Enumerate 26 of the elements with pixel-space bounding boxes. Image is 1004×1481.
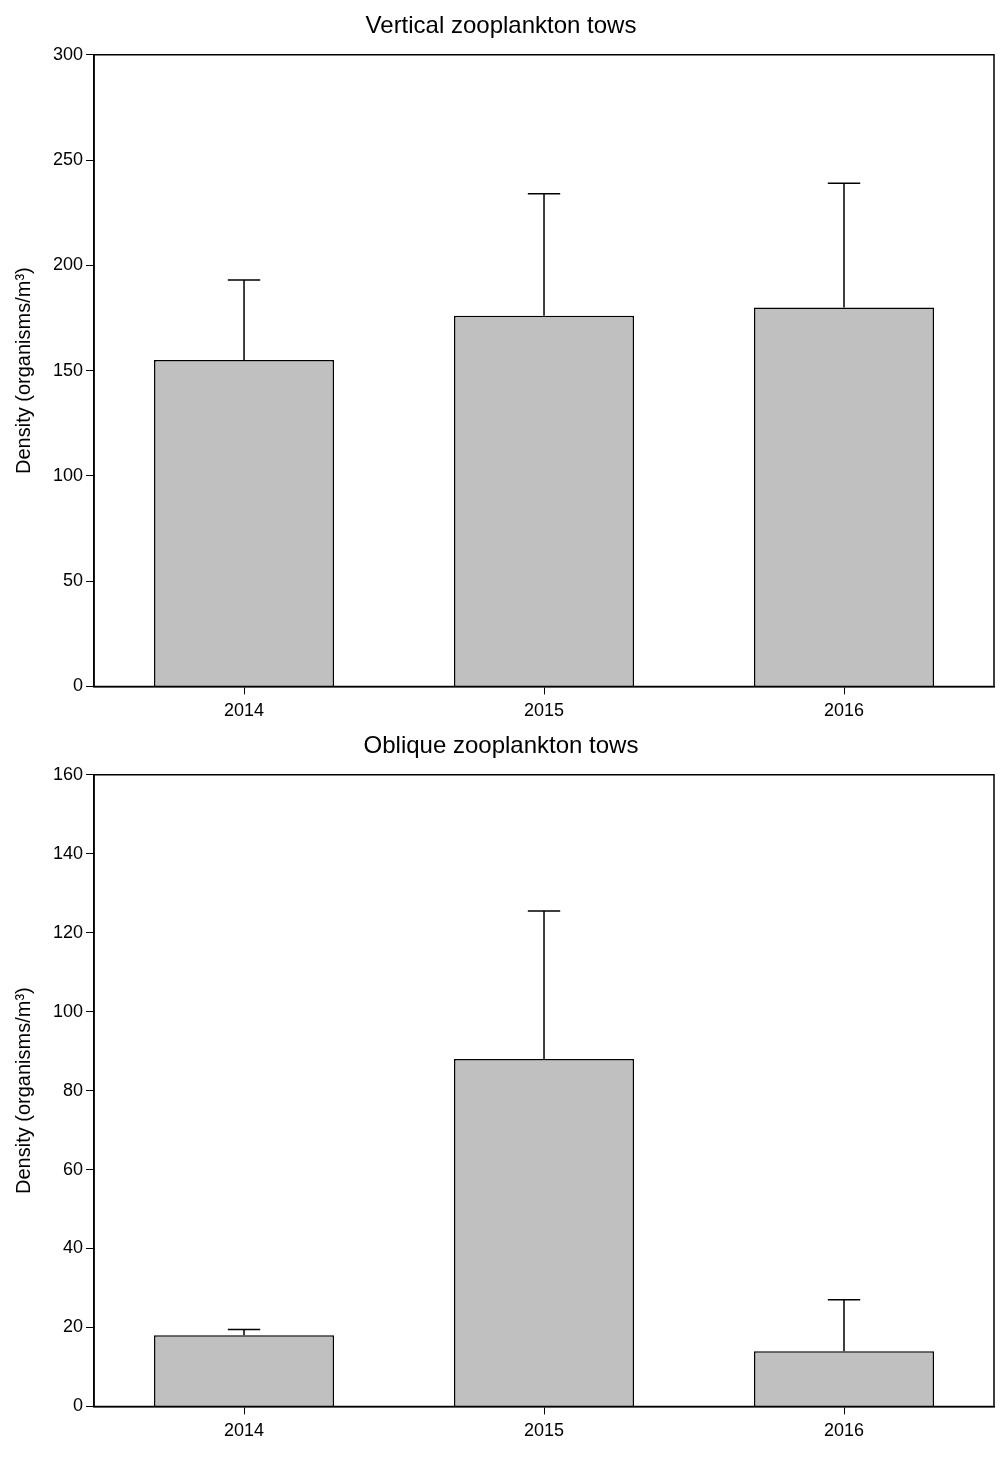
y-axis-title: Density (organisms/m³) (11, 987, 34, 1194)
chart-title: Vertical zooplankton tows (365, 11, 637, 39)
x-tick-label: 2015 (523, 1420, 565, 1441)
y-tick-label: 80 (63, 1079, 84, 1100)
x-tick-label: 2016 (823, 700, 865, 721)
y-tick-label: 0 (73, 1395, 84, 1416)
y-tick-label: 250 (52, 149, 84, 170)
y-tick-label: 160 (52, 763, 84, 784)
y-tick-label: 100 (52, 464, 84, 485)
x-tick-label: 2016 (823, 1420, 865, 1441)
y-axis-title: Density (organisms/m³) (11, 267, 34, 474)
y-tick-label: 100 (52, 1000, 84, 1021)
y-tick-label: 40 (63, 1237, 84, 1258)
chart-title: Oblique zooplankton tows (363, 731, 639, 759)
x-tick-label: 2014 (224, 1420, 265, 1441)
y-tick-label: 120 (52, 921, 84, 942)
y-tick-label: 50 (63, 570, 84, 591)
y-tick-label: 0 (73, 675, 84, 696)
y-tick-label: 60 (63, 1158, 84, 1179)
y-tick-label: 20 (63, 1316, 84, 1337)
x-tick-label: 2014 (224, 700, 265, 721)
y-tick-label: 150 (52, 359, 84, 380)
x-tick-label: 2015 (523, 700, 565, 721)
y-tick-label: 300 (52, 43, 84, 64)
y-tick-label: 140 (52, 842, 84, 863)
y-tick-label: 200 (52, 254, 84, 275)
